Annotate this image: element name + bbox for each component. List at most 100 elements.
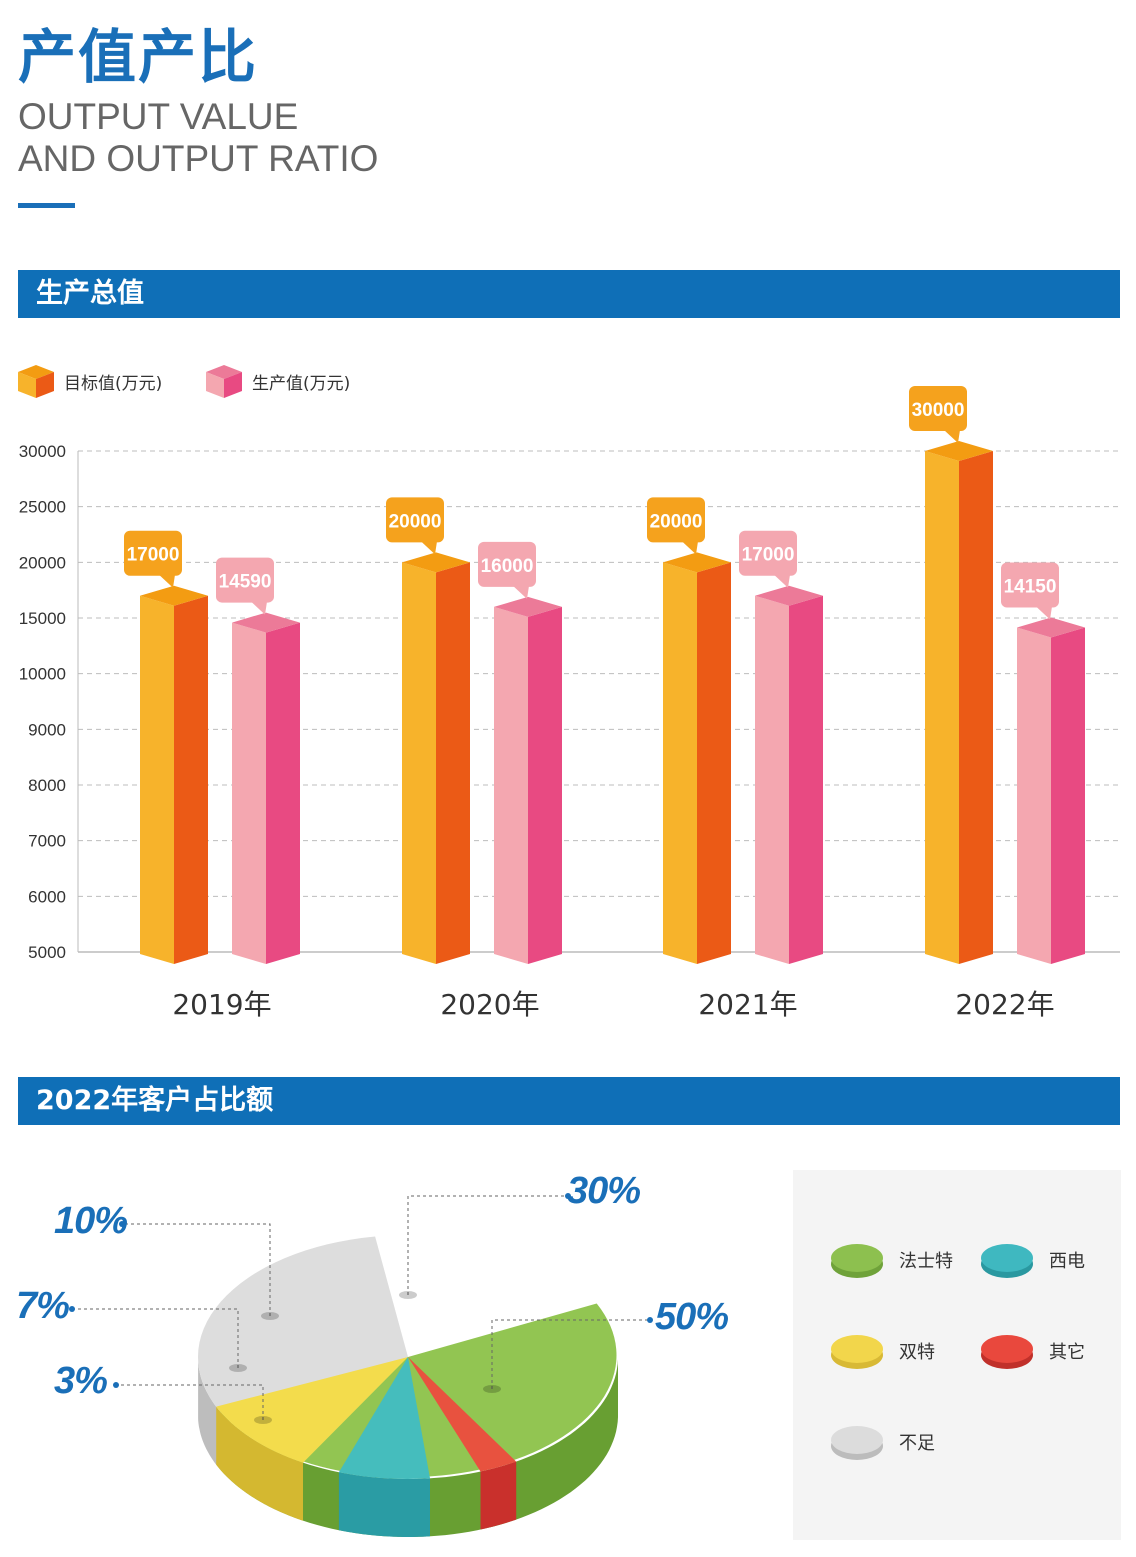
title-cn: 产值产比: [18, 23, 259, 91]
pie-chart: [69, 1193, 653, 1537]
value-callout: [216, 557, 274, 603]
pie-legend-item-buzu: 不足: [829, 1422, 935, 1462]
bar-chart: 5000 6000 7000 8000 9000 10000 15000 20000 25000…: [19, 386, 1120, 1021]
pie-slice-side: [338, 1472, 430, 1537]
value-callout-pointer: [251, 601, 267, 615]
y-tick-label: 6000: [28, 887, 66, 906]
bar-side: [789, 595, 823, 964]
pink-cube-icon: [206, 365, 242, 398]
pie-slice-side: [219, 1359, 619, 1537]
gray-chip-icon: [831, 1426, 883, 1460]
pie-legend-label: 法士特: [899, 1251, 953, 1272]
pie-legend: 法士特 西电 双特 其它 不足: [793, 1170, 1121, 1540]
value-label: 30000: [912, 400, 965, 421]
leader-line: [407, 1195, 568, 1295]
pie-label-3: 3%: [54, 1360, 108, 1402]
pie-legend-label: 双特: [899, 1342, 935, 1363]
pie-legend-item-shuangte: 双特: [829, 1331, 935, 1371]
leader-end-dot: [647, 1317, 653, 1323]
value-callout: [739, 530, 797, 576]
red-chip-icon: [981, 1335, 1033, 1369]
leader-anchor: [483, 1385, 501, 1393]
value-callout: [1001, 562, 1059, 608]
value-label: 16000: [481, 556, 534, 577]
pie-slice-side: [198, 1359, 221, 1471]
legend-item-actual: 生产值(万元): [204, 362, 350, 400]
pie-slice: [216, 1357, 408, 1463]
y-tick-label: 25000: [19, 498, 66, 517]
pie-legend-label: 其它: [1049, 1342, 1085, 1363]
leader-anchor: [229, 1364, 247, 1372]
title-en-line1: OUTPUT VALUE: [18, 96, 299, 137]
value-label: 20000: [389, 511, 442, 532]
pie-slice: [338, 1357, 430, 1479]
bar-top: [232, 612, 300, 633]
value-callout: [647, 497, 705, 543]
bar-top: [925, 441, 993, 461]
x-category-label: 2019年: [172, 988, 271, 1021]
bar-side: [959, 451, 993, 964]
legend-label-target: 目标值(万元): [64, 373, 163, 394]
bar-front: [755, 595, 789, 964]
value-label: 14150: [1004, 576, 1057, 597]
leader-anchor: [399, 1291, 417, 1299]
bar-top: [140, 585, 208, 606]
y-tick-label: 10000: [19, 665, 66, 684]
value-callout-pointer: [159, 574, 175, 588]
bar-front: [1017, 627, 1051, 964]
y-tick-label: 20000: [19, 553, 66, 572]
value-callout-pointer: [513, 585, 529, 599]
y-tick-label: 15000: [19, 609, 66, 628]
y-tick-label: 30000: [19, 442, 66, 461]
value-callout: [478, 541, 536, 587]
title-en: OUTPUT VALUE AND OUTPUT RATIO: [18, 96, 378, 180]
teal-chip-icon: [981, 1244, 1033, 1278]
x-category-label: 2022年: [955, 988, 1054, 1021]
pie-legend-item-fast: 法士特: [829, 1240, 953, 1280]
value-label: 20000: [650, 511, 703, 532]
value-callout: [386, 497, 444, 543]
section-header-production: 生产总值: [18, 270, 1120, 318]
title-en-line2: AND OUTPUT RATIO: [18, 138, 379, 179]
bar-top: [755, 585, 823, 606]
bar-side: [697, 562, 731, 964]
bar-side: [266, 622, 300, 964]
value-callout-pointer: [1036, 606, 1052, 620]
leader-end-dot: [565, 1193, 571, 1199]
bar-front: [232, 622, 266, 964]
leader-end-dot: [113, 1382, 119, 1388]
pie-label-30: 30%: [567, 1170, 641, 1212]
x-category-label: 2021年: [698, 988, 797, 1021]
pie-legend-label: 西电: [1049, 1251, 1085, 1272]
x-category-label: 2020年: [440, 988, 539, 1021]
pie-slice: [197, 1236, 408, 1413]
bar-side: [1051, 627, 1085, 964]
y-tick-label: 5000: [28, 943, 66, 962]
bar-front: [402, 562, 436, 964]
pie-slice: [408, 1357, 517, 1472]
value-callout-pointer: [774, 574, 790, 588]
bar-front: [925, 451, 959, 964]
leader-line: [491, 1319, 650, 1389]
bar-top: [494, 596, 562, 617]
leader-end-dot: [119, 1221, 125, 1227]
bar-side: [528, 606, 562, 964]
title-underline: [18, 203, 75, 208]
bar-front: [494, 606, 528, 964]
leader-anchor: [261, 1312, 279, 1320]
value-label: 14590: [219, 572, 272, 593]
bar-top: [663, 552, 731, 573]
pie-slice-side: [480, 1461, 517, 1530]
leader-anchor: [254, 1416, 272, 1424]
leader-line: [72, 1308, 239, 1368]
pie-legend-label: 不足: [899, 1433, 935, 1454]
orange-cube-icon: [18, 365, 54, 398]
bar-top: [402, 552, 470, 573]
leader-line: [116, 1384, 264, 1420]
legend-item-target: 目标值(万元): [16, 362, 162, 400]
y-tick-label: 8000: [28, 776, 66, 795]
y-tick-label: 7000: [28, 832, 66, 851]
leader-line: [122, 1223, 271, 1316]
bar-front: [140, 595, 174, 964]
bar-side: [174, 595, 208, 964]
